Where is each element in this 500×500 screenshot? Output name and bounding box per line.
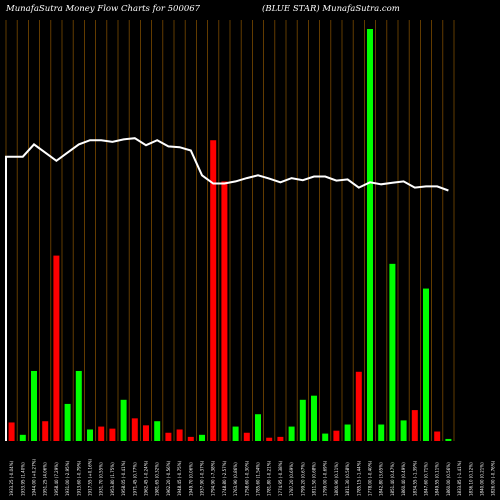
bar-down <box>221 181 228 441</box>
bar-down <box>243 432 250 441</box>
x-tick-label: 1944.00 (+0.27%) <box>32 459 37 496</box>
bar-up <box>445 438 452 441</box>
bar-up <box>344 424 351 441</box>
x-tick-label: 1787.20 (0.69%) <box>289 462 294 496</box>
x-tick-label: 1951.25 (4.06%) <box>43 462 48 496</box>
bar-down <box>333 430 340 441</box>
bar-up <box>299 399 306 441</box>
bar-down <box>210 140 217 442</box>
x-tick-label: 1860.40 (0.49%) <box>401 462 406 496</box>
x-tick-label: 1794.90 (-7.38%) <box>211 460 216 496</box>
bar-down <box>176 429 183 441</box>
x-tick-label: 1931.70 (0.55%) <box>99 462 104 496</box>
x-tick-label: 1953.80 (1.75%) <box>110 462 115 496</box>
bar-up <box>423 288 429 441</box>
x-tick-label: 1826.00 (-0.76%) <box>491 460 496 496</box>
bar-up <box>87 429 93 441</box>
bar-up <box>154 421 161 441</box>
bar-down <box>165 432 172 441</box>
x-tick-label: 1811.50 (0.68%) <box>312 462 317 496</box>
x-tick-label: 1958.05 (-0.41%) <box>121 460 126 496</box>
bar-down <box>266 437 273 441</box>
x-tick-label: 1962.45 (-0.24%) <box>144 460 149 496</box>
x-tick-label: 1933.95 (1.40%) <box>20 462 25 496</box>
x-tick-label: 1847.60 (0.71%) <box>424 462 429 496</box>
bar-down <box>109 428 116 441</box>
chart-header-left: MunafaSutra Money Flow Charts for 500067 <box>6 4 201 14</box>
x-tick-label: 1913.60 (-0.79%) <box>76 460 81 496</box>
x-tick-label: 1836.10 (0.12%) <box>468 462 473 496</box>
x-tick-label: 1937.90 (-0.37%) <box>200 460 205 496</box>
price-trend-line <box>5 137 449 441</box>
bar-up <box>255 414 261 441</box>
bar-up <box>389 263 396 441</box>
x-tick-label: 1811.30 (0.58%) <box>345 462 350 496</box>
bar-down <box>143 425 149 441</box>
bar-up <box>400 420 407 441</box>
bar-down <box>42 421 49 441</box>
x-tick-label: 1849.55 (0.11%) <box>435 462 440 496</box>
bar-down <box>411 410 418 441</box>
x-tick-label: 1799.00 (-0.69%) <box>323 460 328 496</box>
x-tick-label: 1958.40 (7.29%) <box>54 462 59 496</box>
x-tick-label: 1785.60 (1.54%) <box>256 462 261 496</box>
bar-down <box>187 436 194 441</box>
x-tick-label: 1981.65 (0.32%) <box>155 462 160 496</box>
money-flow-bars <box>8 29 452 442</box>
x-tick-label: 1778.00 (-0.40%) <box>368 460 373 496</box>
x-tick-label: 1962.20 (-0.56%) <box>166 460 171 496</box>
bar-up <box>232 426 239 441</box>
bar-up <box>19 434 26 441</box>
x-tick-label: 1748.80 (-2.57%) <box>222 460 227 496</box>
x-tick-label: 1949.70 (0.06%) <box>188 462 193 496</box>
bar-down <box>98 426 105 441</box>
x-tick-label: 1842.80 (3.65%) <box>379 462 384 496</box>
x-tick-label: 1833.85 (-1.41%) <box>457 460 462 496</box>
bar-up <box>199 434 205 441</box>
bar-down <box>277 436 284 441</box>
x-tick-label: 1781.80 (-0.21%) <box>267 460 272 496</box>
bar-up <box>288 426 295 441</box>
x-tick-label: 1931.00 (-2.95%) <box>65 460 70 496</box>
bar-down <box>53 255 60 441</box>
x-tick-label: 1834.55 (-1.39%) <box>412 460 417 496</box>
bar-up <box>31 370 37 441</box>
x-tick-label: 1785.15 (-1.44%) <box>356 460 361 496</box>
grid-lines <box>5 20 455 441</box>
bar-up <box>378 424 385 441</box>
bar-down <box>434 431 441 441</box>
bar-up <box>311 395 317 441</box>
x-tick-label: 1758.60 (-0.30%) <box>244 460 249 496</box>
bar-up <box>64 403 71 441</box>
x-tick-label: 1860.00 (0.56%) <box>446 462 451 496</box>
bar-down <box>8 422 15 441</box>
x-tick-label: 1799.20 (0.67%) <box>300 462 305 496</box>
chart-header-right: (BLUE STAR) MunafaSutra.com <box>262 4 400 14</box>
x-tick-label: 1917.55 (+0.16%) <box>88 459 93 496</box>
x-tick-label: 1763.90 (0.86%) <box>233 462 238 496</box>
bar-down <box>131 418 138 441</box>
x-tick-label: 1851.40 (0.47%) <box>390 462 395 496</box>
x-tick-label: 1971.45 (0.77%) <box>132 462 137 496</box>
x-axis-labels: 1933.25 (-0.04%) 1933.95 (1.40%) 1944.00 (… <box>9 459 496 496</box>
bar-up <box>75 370 82 441</box>
x-tick-label: 1948.45 (-0.75%) <box>177 460 182 496</box>
x-tick-label: 1774.95 (-0.38%) <box>278 460 283 496</box>
x-tick-label: 1933.25 (-0.04%) <box>9 460 14 496</box>
x-tick-label: 1840.00 (0.21%) <box>480 462 485 496</box>
bar-up <box>367 29 373 441</box>
bar-up <box>120 399 127 441</box>
x-tick-label: 1800.90 (0.11%) <box>334 462 339 496</box>
bar-down <box>355 371 362 441</box>
bar-up <box>322 433 329 441</box>
